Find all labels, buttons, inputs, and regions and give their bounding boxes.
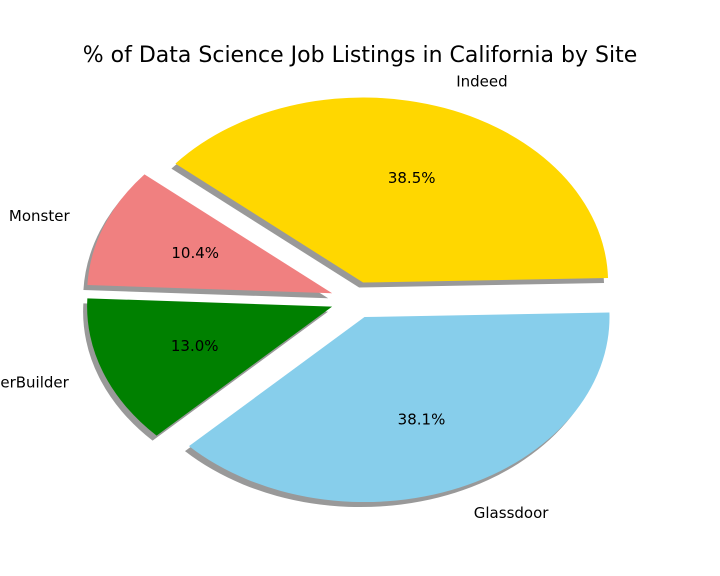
slice-label-glassdoor: Glassdoor	[474, 504, 549, 522]
slice-label-indeed: Indeed	[456, 73, 507, 91]
pct-label-careerbuilder: 13.0%	[171, 337, 219, 355]
pct-label-indeed: 38.5%	[388, 169, 436, 187]
slice-labels: Indeed 38.5% Glassdoor 38.1% CareerBuilder 13…	[0, 73, 549, 522]
pie-slice-indeed	[175, 97, 609, 283]
pie-slices	[87, 97, 610, 503]
pie-slice-careerbuilder	[87, 298, 333, 436]
chart-title: % of Data Science Job Listings in Califo…	[83, 43, 637, 68]
pie-slice-glassdoor	[188, 312, 610, 503]
pie-slice-monster	[87, 174, 333, 294]
pct-label-glassdoor: 38.1%	[398, 410, 446, 428]
pct-label-monster: 10.4%	[171, 244, 219, 262]
slice-label-careerbuilder: CareerBuilder	[0, 373, 70, 391]
slice-label-monster: Monster	[9, 207, 71, 225]
